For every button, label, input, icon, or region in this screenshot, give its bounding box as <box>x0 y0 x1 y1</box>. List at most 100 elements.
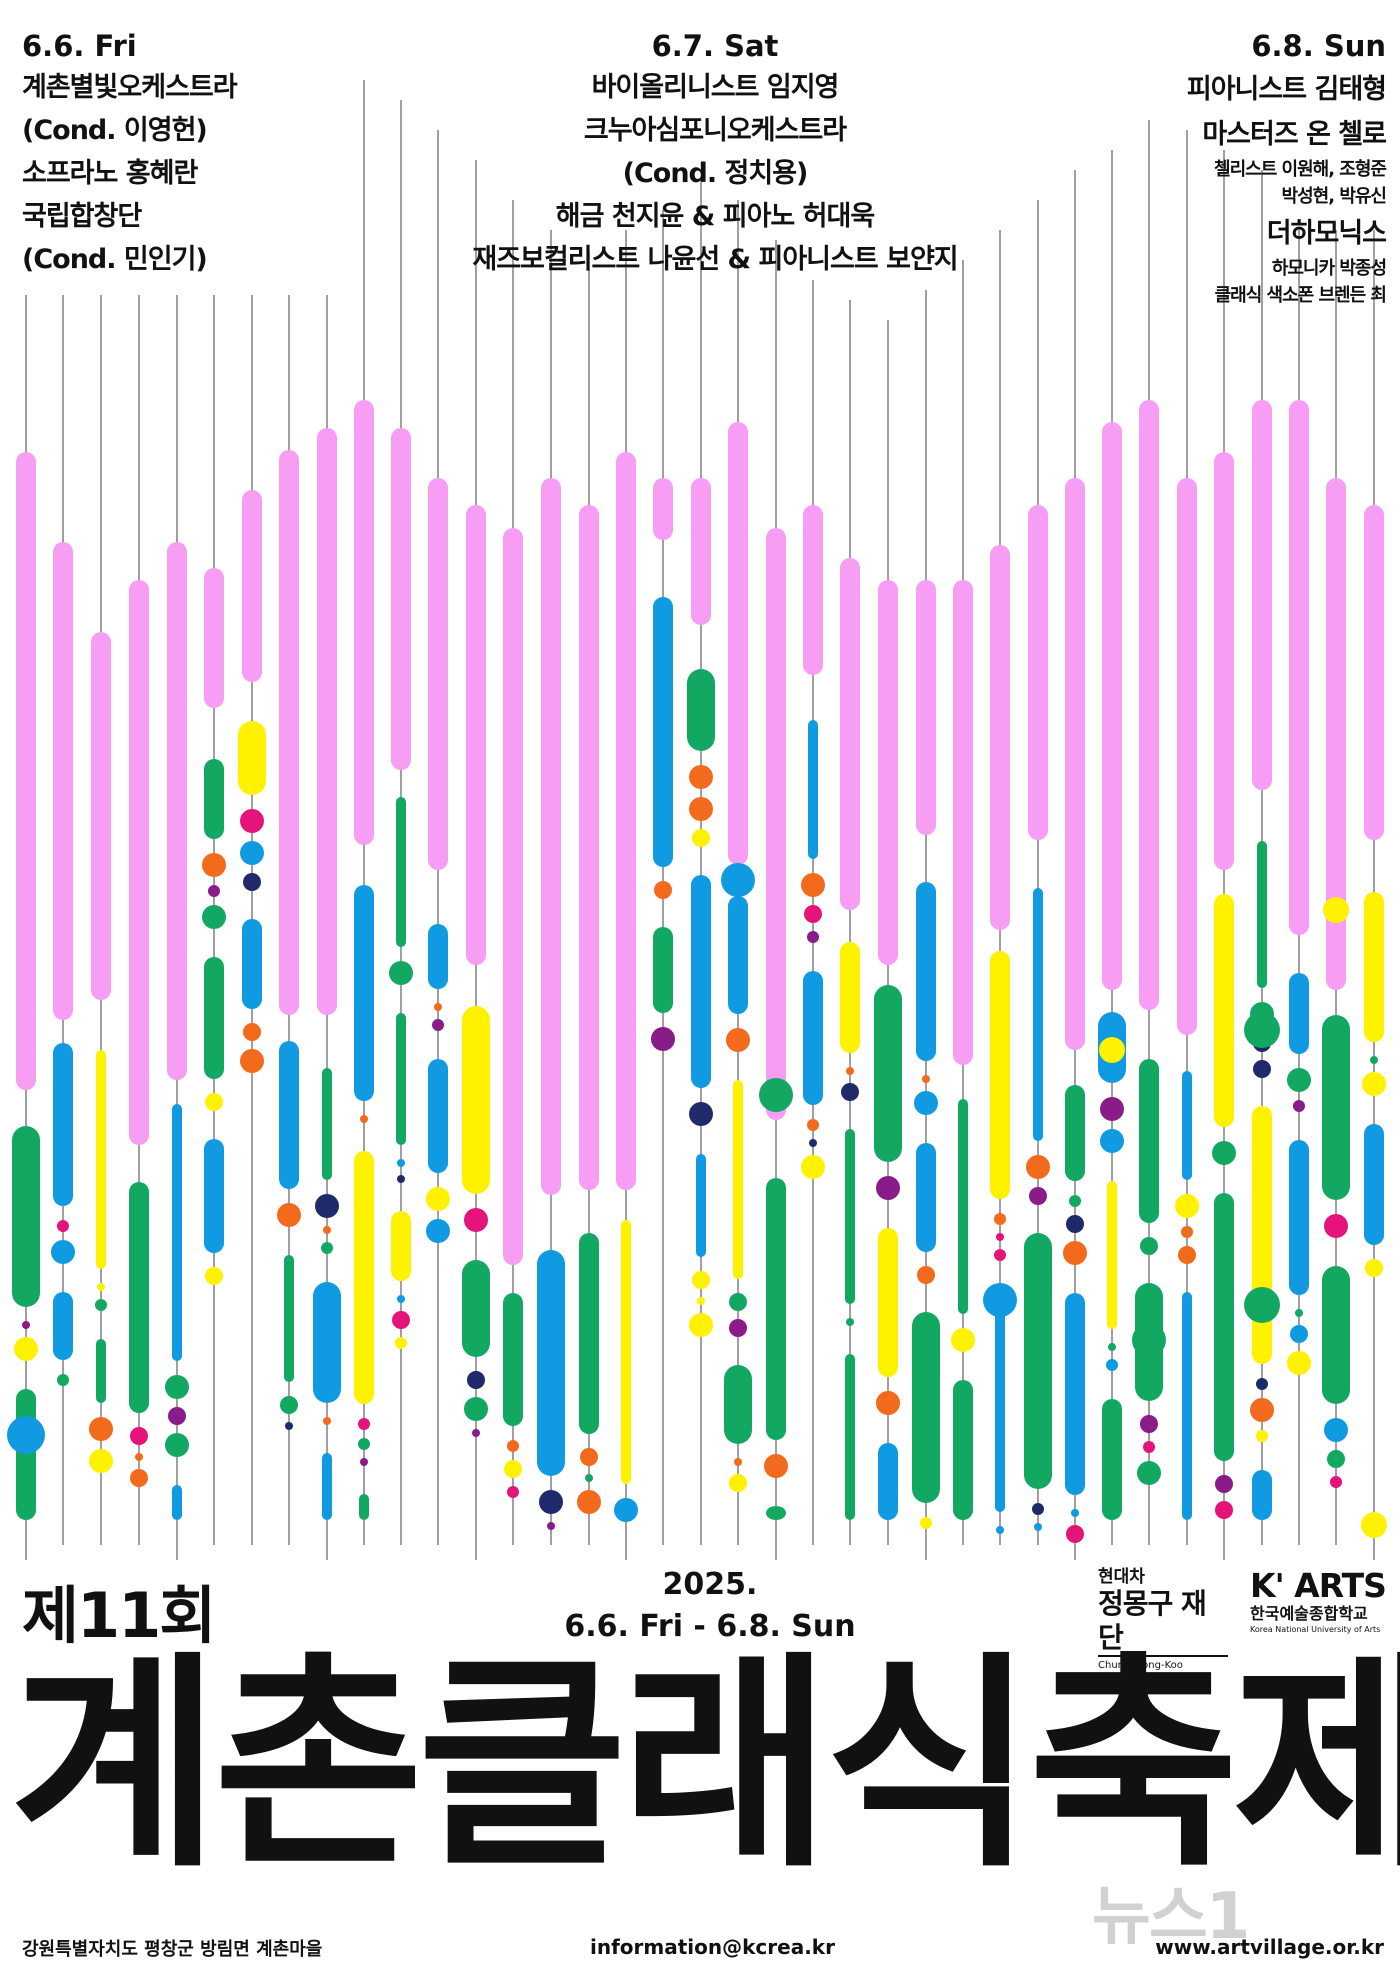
color-note <box>728 896 748 1014</box>
color-note <box>878 1443 898 1520</box>
dot-note <box>692 829 710 847</box>
color-note <box>204 1139 224 1253</box>
sat-line-3: (Cond. 정치용) <box>622 158 809 189</box>
color-note <box>845 1354 855 1520</box>
fri-line-2: (Cond. 이영헌) <box>22 115 208 146</box>
dot-note <box>1370 1056 1378 1064</box>
color-note <box>1024 1233 1052 1489</box>
color-note <box>354 1151 374 1404</box>
pink-note <box>990 545 1010 930</box>
color-note <box>1289 1140 1309 1295</box>
pink-note <box>16 452 36 1090</box>
sat-line-1: 바이올리니스트 임지영 <box>591 72 840 103</box>
dot-note <box>876 1391 900 1415</box>
dot-note <box>202 853 226 877</box>
schedule-sun: 6.8. Sun 피아니스트 김태형 마스터즈 온 첼로 첼리스트 이원해, 조… <box>1187 26 1387 309</box>
dot-note <box>917 1266 935 1284</box>
color-note <box>96 1050 106 1269</box>
dot-note <box>1330 1476 1342 1488</box>
fri-date: 6.6. Fri <box>22 29 137 63</box>
dot-note <box>1293 1100 1305 1112</box>
dot-note <box>397 1159 405 1167</box>
dot-note <box>315 1194 339 1218</box>
dot-note <box>1099 1037 1125 1063</box>
dot-note <box>1250 1398 1274 1422</box>
pink-note <box>391 428 411 770</box>
color-note <box>691 875 711 1088</box>
pink-note <box>616 452 636 1190</box>
dot-note <box>801 1155 825 1179</box>
dot-note <box>395 1337 407 1349</box>
color-note <box>322 1453 332 1520</box>
color-note <box>840 942 860 1053</box>
dot-note <box>280 1396 298 1414</box>
fri-line-1: 계촌별빛오케스트라 <box>22 72 238 103</box>
pink-note <box>653 478 673 540</box>
sun-date: 6.8. Sun <box>1251 29 1386 63</box>
dot-note <box>165 1433 189 1457</box>
color-note <box>503 1293 523 1426</box>
pink-note <box>1028 505 1048 840</box>
dot-note <box>841 1083 859 1101</box>
color-note <box>696 1154 706 1257</box>
dot-note <box>804 905 822 923</box>
dot-note <box>1178 1246 1196 1264</box>
dot-note <box>165 1375 189 1399</box>
pink-note <box>1326 478 1346 990</box>
color-note <box>1322 1266 1350 1404</box>
color-note <box>1033 888 1043 1141</box>
fri-line-5: (Cond. 민인기) <box>22 244 208 275</box>
dot-note <box>1034 1523 1042 1531</box>
color-note <box>396 1013 406 1145</box>
pink-note <box>953 580 973 1065</box>
dot-note <box>507 1486 519 1498</box>
color-note <box>958 1099 968 1314</box>
pink-note <box>466 505 486 965</box>
color-note <box>53 1043 73 1206</box>
dot-note <box>243 873 261 891</box>
pink-note <box>242 490 262 682</box>
color-note <box>129 1182 149 1413</box>
dot-note <box>205 1093 223 1111</box>
sat-line-4: 해금 천지윤 & 피아노 허대욱 <box>555 201 875 232</box>
dot-note <box>464 1397 488 1421</box>
dot-note <box>1063 1241 1087 1265</box>
footer-location: 강원특별자치도 평창군 방림면 계촌마을 <box>22 1939 323 1960</box>
pink-note <box>916 580 936 835</box>
karts-logo: K' ARTS <box>1250 1566 1387 1605</box>
pink-note <box>129 580 149 1145</box>
color-note <box>1107 1181 1117 1329</box>
dot-note <box>1066 1215 1084 1233</box>
dot-note <box>240 841 264 865</box>
pink-note <box>1214 452 1234 870</box>
news-watermark: 뉴스1 <box>1092 1880 1250 1954</box>
dot-note <box>1108 1343 1116 1351</box>
dot-note <box>1365 1259 1383 1277</box>
footer-website[interactable]: www.artvillage.or.kr <box>1155 1935 1384 1959</box>
footer-email[interactable]: information@kcrea.kr <box>590 1935 835 1959</box>
sun-line-3: 더하모닉스 <box>1266 218 1387 249</box>
dot-note <box>922 1075 930 1083</box>
pink-note <box>840 558 860 910</box>
color-note <box>766 1178 786 1440</box>
color-note <box>354 885 374 1101</box>
dot-note <box>729 1319 747 1337</box>
color-note <box>537 1250 565 1476</box>
color-note <box>428 1059 448 1173</box>
sponsor-karts: K' ARTS 한국예술종합학교 Korea National Universi… <box>1250 1568 1390 1635</box>
dot-note <box>585 1474 593 1482</box>
pink-note <box>1102 422 1122 990</box>
dot-note <box>1100 1097 1124 1121</box>
color-note <box>653 597 673 867</box>
color-note <box>1065 1293 1085 1495</box>
dot-note <box>1256 1430 1268 1442</box>
sponsor-hyundai-small: 현대차 <box>1098 1567 1145 1587</box>
pink-note <box>1139 400 1159 1010</box>
dot-note <box>1253 1060 1271 1078</box>
schedule-sat: 6.7. Sat 바이올리니스트 임지영 크누아심포니오케스트라 (Cond. … <box>405 26 1025 281</box>
sun-line-2-sub-1: 첼리스트 이원해, 조형준 <box>1214 159 1387 180</box>
sun-line-3-sub-2: 클래식 색소폰 브렌든 최 <box>1214 285 1387 306</box>
color-note <box>912 1312 940 1503</box>
pink-note <box>53 542 73 1020</box>
